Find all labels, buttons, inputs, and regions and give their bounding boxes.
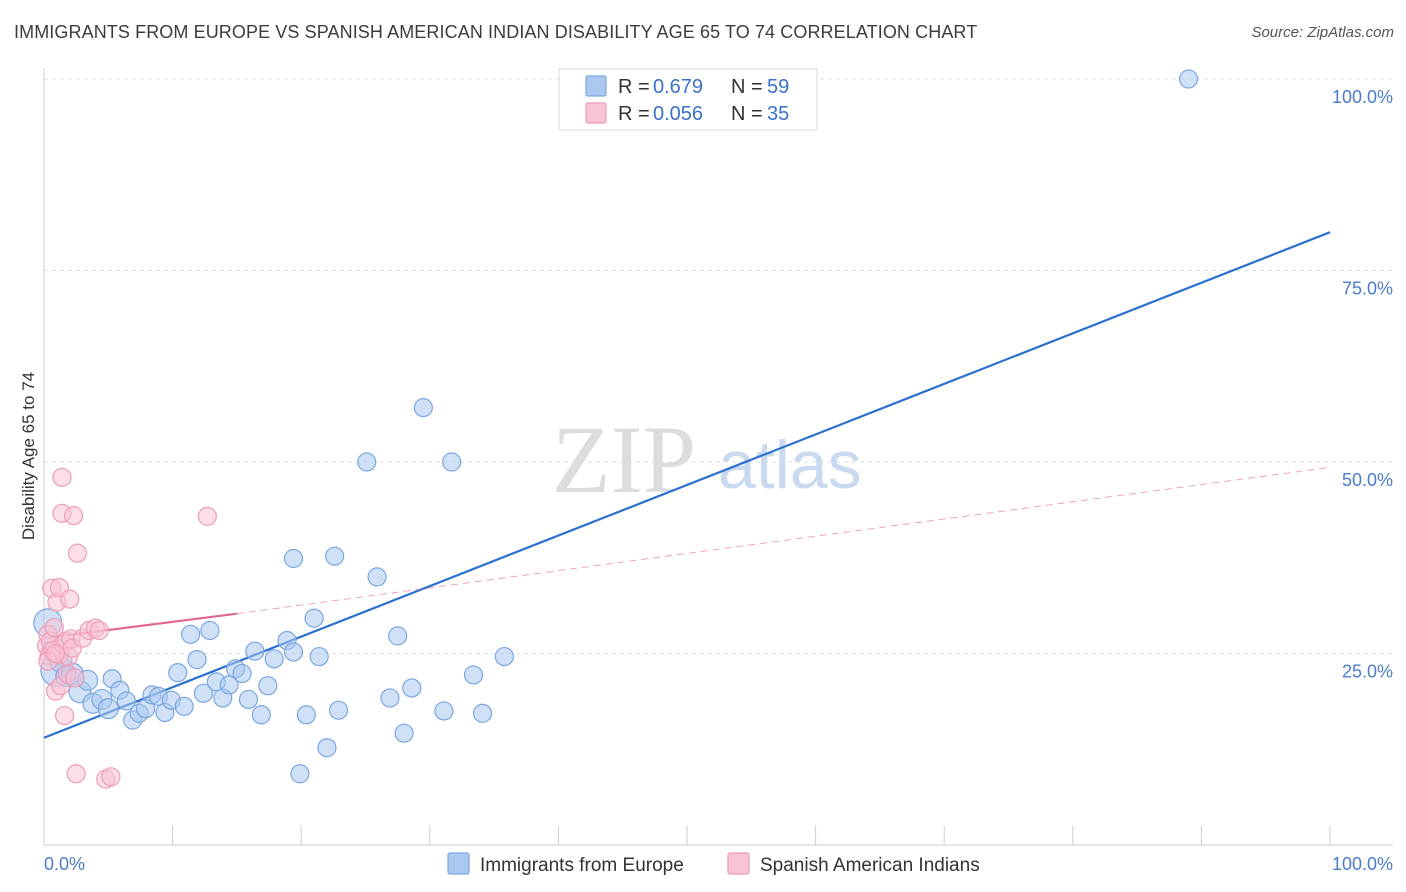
series-legend-label-europe: Immigrants from Europe — [480, 855, 684, 876]
point-europe-23 — [181, 624, 201, 644]
point-europe-46 — [328, 700, 349, 720]
point-europe-49 — [380, 688, 400, 708]
trend-line-ext-1 — [236, 466, 1331, 615]
legend-r-value-sai: 0.056 — [653, 103, 703, 125]
point-europe-47 — [357, 452, 377, 472]
point-europe-24 — [187, 650, 207, 670]
point-europe-59 — [1178, 69, 1199, 89]
y-tick-label-75: 75.0% — [1342, 279, 1393, 299]
point-sai-13 — [52, 467, 72, 487]
point-europe-33 — [245, 641, 265, 661]
series-legend-swatch-europe — [447, 852, 470, 875]
series-legend-label-sai: Spanish American Indians — [760, 855, 980, 876]
point-europe-40 — [290, 764, 310, 784]
point-europe-58 — [494, 646, 514, 667]
legend-n-value-europe: 59 — [767, 76, 789, 98]
grid-lines — [44, 78, 1393, 654]
point-europe-36 — [264, 649, 284, 669]
point-europe-38 — [283, 642, 304, 662]
series-legend: Immigrants from Europe Spanish American … — [447, 852, 980, 876]
data-points — [33, 69, 1199, 789]
legend-swatch-spanish-american-indians — [585, 102, 607, 124]
x-tick-label-max: 100.0% — [1332, 854, 1393, 874]
point-sai-34 — [45, 643, 66, 664]
point-europe-32 — [238, 689, 259, 710]
y-tick-label-25: 25.0% — [1342, 662, 1393, 682]
point-europe-26 — [200, 620, 220, 641]
axes — [43, 68, 1393, 846]
series-legend-swatch-sai — [727, 852, 750, 875]
point-europe-34 — [251, 705, 271, 725]
point-europe-52 — [402, 678, 422, 698]
chart-title: IMMIGRANTS FROM EUROPE VS SPANISH AMERIC… — [14, 22, 978, 42]
x-tick-label-min: 0.0% — [44, 854, 85, 874]
point-sai-29 — [89, 620, 109, 641]
legend-r-value-europe: 0.679 — [653, 76, 703, 98]
legend-r-label-europe: R = — [618, 76, 650, 98]
point-europe-42 — [304, 608, 324, 628]
y-tick-label-50: 50.0% — [1342, 470, 1393, 490]
legend-r-label-sai: R = — [618, 103, 650, 125]
point-sai-22 — [63, 506, 84, 526]
legend-n-value-sai: 35 — [767, 103, 789, 125]
point-sai-23 — [65, 668, 85, 688]
legend-swatch-europe — [585, 75, 607, 97]
y-tick-label-100: 100.0% — [1332, 87, 1393, 107]
point-sai-19 — [60, 589, 80, 609]
point-sai-15 — [54, 705, 75, 726]
point-europe-45 — [325, 546, 345, 566]
point-europe-50 — [388, 626, 408, 646]
point-europe-22 — [174, 696, 194, 716]
point-europe-41 — [296, 705, 316, 725]
point-europe-55 — [442, 452, 462, 472]
point-sai-6 — [44, 617, 64, 638]
point-europe-44 — [317, 738, 337, 758]
point-europe-10 — [97, 698, 119, 720]
legend-n-label-europe: N = — [731, 76, 763, 98]
point-sai-25 — [67, 543, 88, 563]
point-europe-25 — [193, 683, 214, 703]
point-europe-53 — [413, 398, 433, 418]
y-tick-labels: 25.0% 50.0% 75.0% 100.0% — [1332, 87, 1393, 682]
point-sai-24 — [66, 764, 86, 784]
point-europe-39 — [283, 548, 304, 569]
point-europe-54 — [434, 701, 454, 721]
correlation-legend: R = 0.679 N = 59 R = 0.056 N = 35 — [558, 68, 818, 131]
point-europe-43 — [309, 646, 329, 667]
source-credit: Source: ZipAtlas.com — [1251, 24, 1394, 41]
point-europe-21 — [168, 663, 188, 683]
point-sai-31 — [101, 767, 121, 787]
point-europe-56 — [463, 665, 484, 685]
point-europe-57 — [472, 703, 493, 723]
point-europe-48 — [367, 567, 387, 587]
y-axis-title: Disability Age 65 to 74 — [19, 372, 38, 540]
watermark-atlas: atlas — [718, 427, 862, 503]
watermark-zip: ZIP — [552, 406, 696, 513]
legend-n-label-sai: N = — [731, 103, 763, 125]
point-europe-13 — [116, 691, 136, 711]
point-europe-35 — [258, 676, 278, 696]
point-europe-31 — [232, 663, 252, 684]
point-sai-32 — [197, 506, 217, 526]
point-europe-51 — [394, 723, 414, 743]
